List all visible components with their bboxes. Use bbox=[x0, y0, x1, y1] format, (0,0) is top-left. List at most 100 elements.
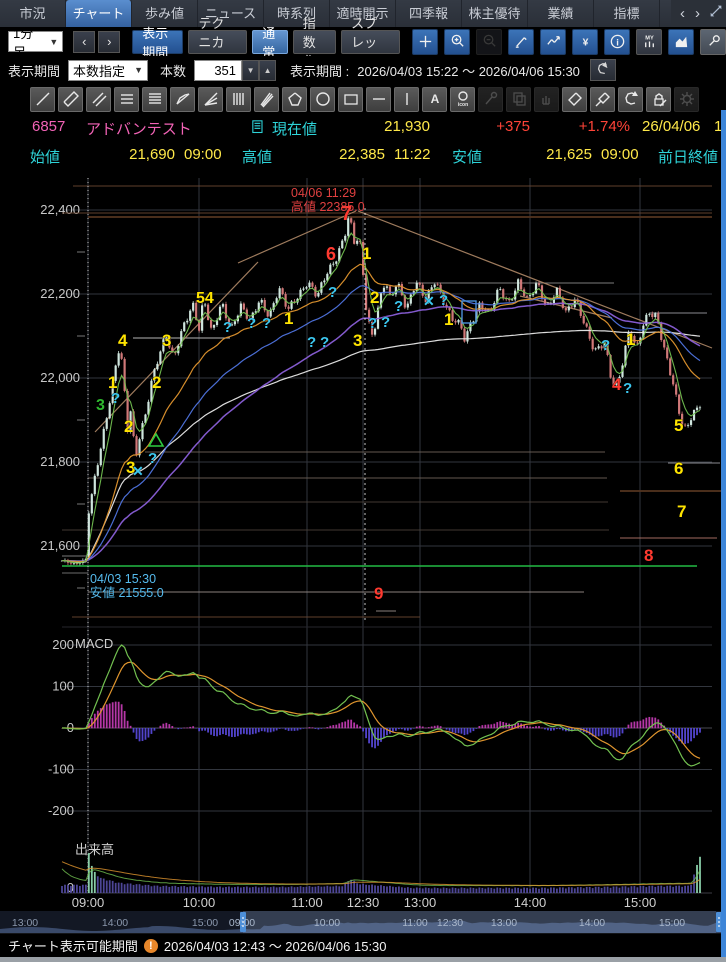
count-mode-select[interactable]: 本数指定 ▼ bbox=[68, 59, 149, 81]
count-increment-button[interactable]: ▲ bbox=[259, 59, 277, 81]
chart-navigator[interactable]: 13:00 14:00 15:00 09:00 10:00 11:00 12:30 13:00… bbox=[0, 911, 726, 933]
ellipse-icon[interactable] bbox=[310, 86, 335, 112]
info-icon[interactable]: i bbox=[604, 28, 630, 55]
svg-text:?: ? bbox=[368, 315, 377, 332]
tab-市況[interactable]: 市況 bbox=[0, 0, 66, 27]
svg-text:icon: icon bbox=[457, 102, 467, 108]
anchor-point-icon[interactable] bbox=[478, 86, 503, 112]
pitchfork-icon[interactable] bbox=[254, 86, 279, 112]
tab-チャート[interactable]: チャート bbox=[66, 0, 132, 27]
eraser-icon[interactable] bbox=[562, 86, 587, 112]
tabs-next-button[interactable]: › bbox=[695, 5, 700, 22]
svg-text:3: 3 bbox=[162, 331, 171, 350]
volume-layer bbox=[61, 853, 701, 893]
trendline-icon[interactable] bbox=[30, 86, 55, 112]
toolbar-button-通常[interactable]: 通常 bbox=[252, 26, 288, 60]
tab-適時開示[interactable]: 適時開示 bbox=[330, 0, 396, 27]
area-chart-icon[interactable] bbox=[668, 28, 694, 55]
svg-text:?: ? bbox=[320, 334, 329, 351]
tab-業績[interactable]: 業績 bbox=[528, 0, 594, 27]
toolbar-button-表示期間[interactable]: 表示期間 bbox=[132, 26, 184, 60]
horizontal-segment-icon[interactable] bbox=[366, 86, 391, 112]
quote-detail-icon[interactable] bbox=[252, 120, 267, 139]
svg-text:MY: MY bbox=[645, 36, 654, 42]
chart-area[interactable]: 09:00 10:00 11:00 12:30 13:00 14:00 15:00 22,40… bbox=[0, 170, 726, 911]
navigator-strip[interactable]: 13:00 14:00 15:00 09:00 10:00 11:00 12:30 13:00… bbox=[0, 911, 726, 933]
wrench-icon[interactable] bbox=[700, 28, 726, 55]
svg-text:2: 2 bbox=[152, 373, 161, 392]
navigator-window[interactable] bbox=[243, 911, 716, 933]
tab-四季報[interactable]: 四季報 bbox=[396, 0, 462, 27]
rectangle-icon[interactable] bbox=[338, 86, 363, 112]
eraser-pencil-icon[interactable] bbox=[590, 86, 615, 112]
svg-text:22,000: 22,000 bbox=[40, 370, 80, 385]
copy-icon[interactable] bbox=[506, 86, 531, 112]
gear-icon[interactable] bbox=[674, 86, 699, 112]
svg-text:22,400: 22,400 bbox=[40, 202, 80, 217]
expand-window-icon[interactable] bbox=[708, 3, 724, 24]
zoom-in-icon[interactable] bbox=[444, 28, 470, 55]
toolbar-icon-buttons: ¥ i MY bbox=[412, 28, 726, 55]
lock-edit-icon[interactable] bbox=[646, 86, 671, 112]
svg-text:4: 4 bbox=[612, 375, 622, 394]
vertical-segment-icon[interactable] bbox=[394, 86, 419, 112]
pencil-icon[interactable] bbox=[508, 28, 534, 55]
svg-text:?: ? bbox=[394, 298, 403, 315]
svg-text:04/03 15:30: 04/03 15:30 bbox=[90, 572, 156, 586]
icon-stamp-icon[interactable]: icon bbox=[450, 86, 475, 112]
svg-text:13:00: 13:00 bbox=[12, 917, 38, 929]
fan-lines-icon[interactable] bbox=[198, 86, 223, 112]
svg-text:高値 22385.0: 高値 22385.0 bbox=[291, 199, 365, 214]
count-decrement-button[interactable]: ▼ bbox=[242, 59, 260, 81]
warning-icon: ! bbox=[143, 938, 158, 953]
chevron-down-icon: ▼ bbox=[49, 36, 59, 47]
my-indicator-icon[interactable]: MY bbox=[636, 28, 662, 55]
yen-icon[interactable]: ¥ bbox=[572, 28, 598, 55]
prev-close-label: 前日終値 bbox=[658, 149, 719, 166]
range-label: 表示期間 : bbox=[290, 63, 350, 79]
tab-scroll-controls: ‹ › bbox=[678, 0, 724, 27]
svg-text:14:00: 14:00 bbox=[102, 917, 128, 929]
tab-ニュース[interactable]: ニュース bbox=[198, 0, 264, 27]
range-value: 2026/04/03 15:22 ～ 2026/04/06 15:30 bbox=[357, 63, 580, 79]
svg-text:?: ? bbox=[328, 284, 337, 301]
hand-icon[interactable] bbox=[534, 86, 559, 112]
zoom-out-icon[interactable] bbox=[476, 28, 502, 55]
timeframe-select[interactable]: 1分足 ▼ bbox=[8, 26, 64, 60]
svg-text:6: 6 bbox=[326, 244, 336, 264]
horizontal-lines-multi-icon[interactable] bbox=[142, 86, 167, 112]
horizontal-lines-icon[interactable] bbox=[114, 86, 139, 112]
svg-text:2: 2 bbox=[124, 417, 133, 436]
pentagon-icon[interactable] bbox=[282, 86, 307, 112]
svg-text:12:30: 12:30 bbox=[437, 917, 463, 929]
toolbar-button-指数化[interactable]: 指数化 bbox=[292, 16, 337, 69]
ruler-line-icon[interactable] bbox=[58, 86, 83, 112]
reload-range-button[interactable] bbox=[589, 59, 616, 81]
add-icon[interactable] bbox=[412, 28, 438, 55]
count-input[interactable]: 351 bbox=[194, 59, 243, 81]
current-price: 21,930 bbox=[384, 118, 430, 135]
price-macd-volume-chart[interactable]: 09:00 10:00 11:00 12:30 13:00 14:00 15:00 22,40… bbox=[0, 170, 726, 911]
text-icon[interactable]: A bbox=[422, 86, 447, 112]
next-period-button[interactable]: › bbox=[98, 30, 121, 53]
parallel-lines-icon[interactable] bbox=[86, 86, 111, 112]
svg-text:A: A bbox=[430, 92, 439, 106]
fibonacci-arc-icon[interactable] bbox=[170, 86, 195, 112]
tabs-prev-button[interactable]: ‹ bbox=[680, 5, 685, 22]
svg-text:8: 8 bbox=[644, 546, 653, 565]
price-change-pct: +1.74% bbox=[578, 118, 630, 135]
tab-指標[interactable]: 指標 bbox=[594, 0, 660, 27]
toolbar-button-スプレッド[interactable]: スプレッド bbox=[341, 16, 400, 69]
quote-date: 26/04/06 bbox=[642, 118, 701, 135]
prev-period-button[interactable]: ‹ bbox=[73, 30, 96, 53]
tab-業績[interactable]: 業績 bbox=[660, 0, 671, 27]
window-resize-edge[interactable] bbox=[0, 957, 726, 962]
undo-icon[interactable] bbox=[618, 86, 643, 112]
tab-株主優待[interactable]: 株主優待 bbox=[462, 0, 528, 27]
tab-時系列[interactable]: 時系列 bbox=[264, 0, 330, 27]
svg-text:-200: -200 bbox=[48, 803, 74, 818]
tab-歩み値[interactable]: 歩み値 bbox=[132, 0, 198, 27]
crosshair-lines-icon[interactable] bbox=[540, 28, 566, 55]
toolbar-button-テクニカル[interactable]: テクニカル bbox=[188, 16, 248, 69]
vertical-lines-icon[interactable] bbox=[226, 86, 251, 112]
